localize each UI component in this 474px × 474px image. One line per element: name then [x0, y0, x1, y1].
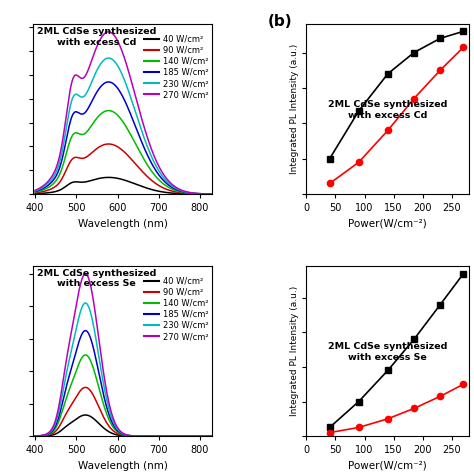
X-axis label: Wavelength (nm): Wavelength (nm) — [78, 461, 168, 471]
Y-axis label: Integrated PL Intensity (a.u.): Integrated PL Intensity (a.u.) — [291, 44, 300, 174]
X-axis label: Power(W/cm⁻²): Power(W/cm⁻²) — [348, 219, 427, 228]
X-axis label: Wavelength (nm): Wavelength (nm) — [78, 219, 168, 228]
Legend: 40 W/cm², 90 W/cm², 140 W/cm², 185 W/cm², 230 W/cm², 270 W/cm²: 40 W/cm², 90 W/cm², 140 W/cm², 185 W/cm²… — [141, 31, 211, 102]
X-axis label: Power(W/cm⁻²): Power(W/cm⁻²) — [348, 461, 427, 471]
Text: 2ML CdSe synthesized
with excess Se: 2ML CdSe synthesized with excess Se — [328, 342, 447, 362]
Y-axis label: Integrated PL Intensity (a.u.): Integrated PL Intensity (a.u.) — [291, 286, 300, 416]
Legend: 40 W/cm², 90 W/cm², 140 W/cm², 185 W/cm², 230 W/cm², 270 W/cm²: 40 W/cm², 90 W/cm², 140 W/cm², 185 W/cm²… — [141, 273, 211, 345]
Text: 2ML CdSe synthesized
with excess Cd: 2ML CdSe synthesized with excess Cd — [328, 100, 447, 120]
Text: 2ML CdSe synthesized
with excess Se: 2ML CdSe synthesized with excess Se — [37, 269, 156, 289]
Text: (b): (b) — [268, 14, 292, 29]
Text: 2ML CdSe synthesized
with excess Cd: 2ML CdSe synthesized with excess Cd — [37, 27, 156, 46]
